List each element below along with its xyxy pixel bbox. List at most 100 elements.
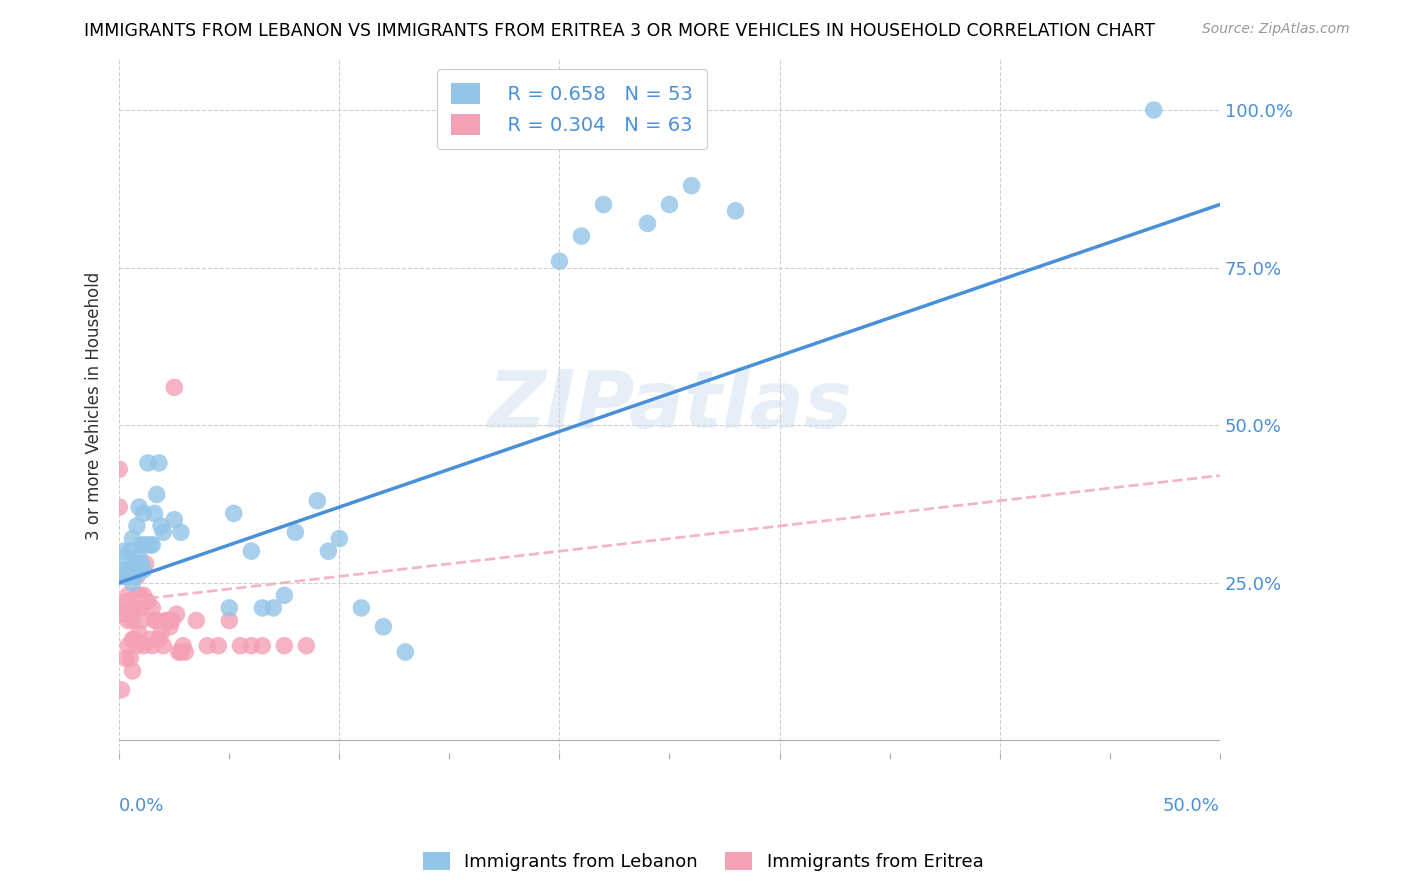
Point [132,563,155,577]
Point [222,507,245,521]
Point [170,525,193,540]
Point [681,178,703,193]
Point [115,550,138,565]
Point [121,563,143,577]
Point [125,588,148,602]
Point [240,639,263,653]
Point [318,544,340,558]
Point [115,651,138,665]
Point [218,614,240,628]
Point [240,544,263,558]
Point [136,456,159,470]
Text: 0.0%: 0.0% [120,797,165,815]
Point [273,588,295,602]
Point [115,569,138,583]
Point [128,626,150,640]
Point [284,525,307,540]
Y-axis label: 3 or more Vehicles in Household: 3 or more Vehicles in Household [86,272,103,541]
Point [128,550,150,565]
Point [121,632,143,647]
Point [148,456,170,470]
Point [112,569,135,583]
Point [295,639,318,653]
Point [394,645,416,659]
Point [120,569,142,583]
Point [125,639,148,653]
Point [129,557,152,571]
Point [152,639,174,653]
Point [145,487,167,501]
Point [160,614,183,628]
Point [125,563,148,577]
Point [117,614,139,628]
Point [132,588,155,602]
Point [110,682,132,697]
Point [159,620,181,634]
Point [373,620,395,634]
Point [195,639,218,653]
Point [152,525,174,540]
Legend:   R = 0.658   N = 53,   R = 0.304   N = 63: R = 0.658 N = 53, R = 0.304 N = 63 [437,70,707,149]
Text: IMMIGRANTS FROM LEBANON VS IMMIGRANTS FROM ERITREA 3 OR MORE VEHICLES IN HOUSEHO: IMMIGRANTS FROM LEBANON VS IMMIGRANTS FR… [84,22,1156,40]
Point [167,645,190,659]
Point [110,569,132,583]
Point [143,507,166,521]
Point [121,532,143,546]
Point [115,569,138,583]
Point [262,601,284,615]
Point [112,563,135,577]
Point [129,538,152,552]
Point [108,500,131,514]
Point [307,493,329,508]
Point [120,569,142,583]
Point [218,601,240,615]
Point [128,500,150,514]
Point [117,563,139,577]
Point [156,614,179,628]
Point [117,639,139,653]
Point [129,601,152,615]
Point [120,544,142,558]
Point [252,639,274,653]
Point [132,639,155,653]
Point [110,569,132,583]
Point [128,588,150,602]
Point [135,557,157,571]
Point [108,462,131,476]
Point [124,557,146,571]
Point [658,197,681,211]
Point [112,601,135,615]
Point [637,217,659,231]
Point [115,594,138,608]
Point [124,594,146,608]
Point [150,626,173,640]
Point [571,229,593,244]
Point [141,538,163,552]
Point [172,639,194,653]
Point [124,569,146,583]
Point [273,639,295,653]
Text: 50.0%: 50.0% [1163,797,1220,815]
Point [252,601,274,615]
Point [132,507,155,521]
Point [124,632,146,647]
Point [124,569,146,583]
Point [350,601,373,615]
Point [128,594,150,608]
Point [186,614,208,628]
Legend: Immigrants from Lebanon, Immigrants from Eritrea: Immigrants from Lebanon, Immigrants from… [416,845,990,879]
Point [548,254,571,268]
Point [139,632,162,647]
Point [724,203,747,218]
Point [112,544,135,558]
Point [121,614,143,628]
Point [125,569,148,583]
Point [328,532,350,546]
Point [129,614,152,628]
Point [143,614,166,628]
Point [120,651,142,665]
Point [136,594,159,608]
Point [125,519,148,533]
Point [145,614,167,628]
Text: ZIPatlas: ZIPatlas [486,368,852,445]
